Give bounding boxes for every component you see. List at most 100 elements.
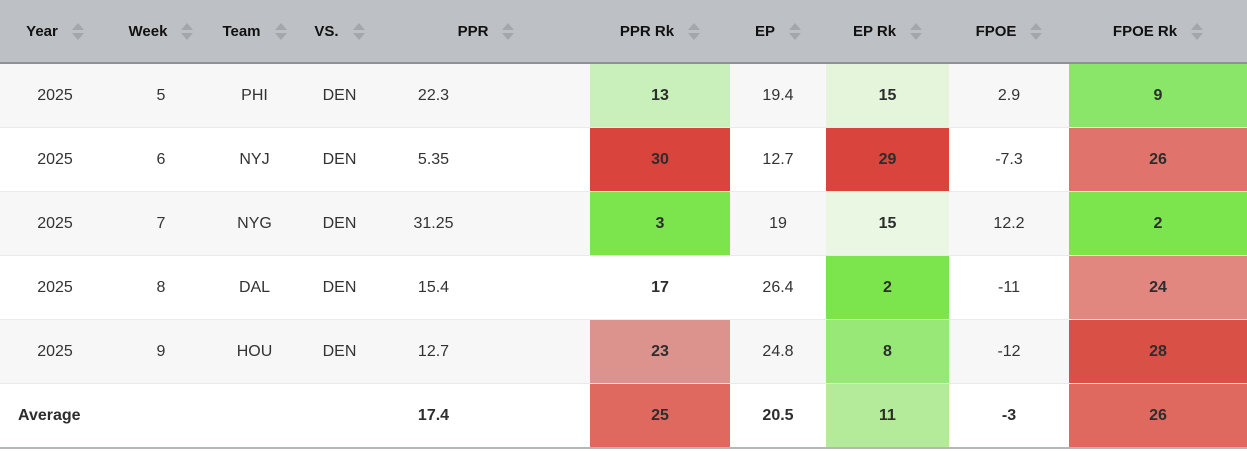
cell-week: 6: [110, 128, 212, 192]
cell-team: DAL: [212, 256, 297, 320]
column-label: FPOE Rk: [1112, 22, 1178, 40]
cell-vs: [297, 384, 382, 449]
sort-arrows-icon: [910, 22, 923, 40]
column-header-year[interactable]: Year: [0, 0, 110, 64]
column-header-content: FPOE: [976, 22, 1043, 40]
cell-week: [110, 384, 212, 449]
column-label: Team: [222, 22, 261, 40]
cell-ppr: 17.4: [382, 384, 590, 449]
cell-ppr: 22.3: [382, 64, 590, 128]
sort-asc-icon: [71, 22, 84, 30]
table-row: 2025 8 DAL DEN 15.4 17 26.4 2 -11 24: [0, 256, 1247, 320]
column-label: Week: [128, 22, 168, 40]
cell-vs: DEN: [297, 192, 382, 256]
cell-year: 2025: [0, 192, 110, 256]
column-header-fpoe[interactable]: FPOE: [949, 0, 1069, 64]
cell-fpoe: -7.3: [949, 128, 1069, 192]
column-header-ppr_rk[interactable]: PPR Rk: [590, 0, 730, 64]
cell-ppr_rk: 3: [590, 192, 730, 256]
sort-arrows-icon: [1030, 22, 1043, 40]
column-label: VS.: [314, 22, 339, 40]
column-header-week[interactable]: Week: [110, 0, 212, 64]
cell-ppr_rk: 23: [590, 320, 730, 384]
column-label: PPR: [457, 22, 489, 40]
column-header-content: PPR: [457, 22, 515, 40]
cell-fpoe: -11: [949, 256, 1069, 320]
column-header-content: VS.: [314, 22, 365, 40]
cell-vs: DEN: [297, 64, 382, 128]
cell-week: 9: [110, 320, 212, 384]
cell-ppr_rk: 17: [590, 256, 730, 320]
sort-desc-icon: [181, 32, 194, 40]
average-row: Average 17.4 25 20.5 11 -3 26: [0, 384, 1247, 449]
cell-ep_rk: 15: [826, 64, 949, 128]
column-header-vs[interactable]: VS.: [297, 0, 382, 64]
cell-year: 2025: [0, 320, 110, 384]
cell-fpoe_rk: 26: [1069, 128, 1247, 192]
sort-desc-icon: [502, 32, 515, 40]
cell-fpoe: -12: [949, 320, 1069, 384]
sort-arrows-icon: [1191, 22, 1204, 40]
cell-year: 2025: [0, 256, 110, 320]
cell-ep: 24.8: [730, 320, 826, 384]
cell-team: HOU: [212, 320, 297, 384]
cell-ep: 19: [730, 192, 826, 256]
cell-ppr_rk: 30: [590, 128, 730, 192]
cell-fpoe_rk: 9: [1069, 64, 1247, 128]
column-header-content: Team: [222, 22, 287, 40]
sort-desc-icon: [789, 32, 801, 40]
sort-desc-icon: [1191, 32, 1204, 40]
sort-asc-icon: [352, 22, 365, 30]
cell-week: 5: [110, 64, 212, 128]
cell-team: PHI: [212, 64, 297, 128]
cell-ep: 19.4: [730, 64, 826, 128]
cell-year: Average: [0, 384, 110, 449]
cell-vs: DEN: [297, 128, 382, 192]
sort-desc-icon: [352, 32, 365, 40]
column-header-content: Year: [26, 22, 84, 40]
sort-arrows-icon: [688, 22, 701, 40]
cell-ppr: 15.4: [382, 256, 590, 320]
sort-arrows-icon: [181, 22, 194, 40]
column-header-content: Week: [128, 22, 194, 40]
cell-week: 8: [110, 256, 212, 320]
column-header-fpoe_rk[interactable]: FPOE Rk: [1069, 0, 1247, 64]
sort-asc-icon: [688, 22, 701, 30]
sort-asc-icon: [502, 22, 515, 30]
cell-ppr: 5.35: [382, 128, 590, 192]
sort-asc-icon: [910, 22, 923, 30]
column-header-ep[interactable]: EP: [730, 0, 826, 64]
cell-fpoe: 2.9: [949, 64, 1069, 128]
cell-ep: 26.4: [730, 256, 826, 320]
sort-desc-icon: [688, 32, 701, 40]
cell-week: 7: [110, 192, 212, 256]
sort-arrows-icon: [274, 22, 287, 40]
table-row: 2025 9 HOU DEN 12.7 23 24.8 8 -12 28: [0, 320, 1247, 384]
sort-desc-icon: [274, 32, 287, 40]
table-row: 2025 5 PHI DEN 22.3 13 19.4 15 2.9 9: [0, 64, 1247, 128]
cell-vs: DEN: [297, 256, 382, 320]
column-label: PPR Rk: [619, 22, 675, 40]
sort-arrows-icon: [502, 22, 515, 40]
sort-asc-icon: [1030, 22, 1043, 30]
cell-fpoe: 12.2: [949, 192, 1069, 256]
sort-arrows-icon: [789, 22, 801, 40]
cell-ep_rk: 29: [826, 128, 949, 192]
cell-fpoe: -3: [949, 384, 1069, 449]
cell-team: NYG: [212, 192, 297, 256]
cell-year: 2025: [0, 128, 110, 192]
column-header-ep_rk[interactable]: EP Rk: [826, 0, 949, 64]
table-header-row: Year Week Team VS. PPR PPR Rk EP EP Rk FPOE FPOE …: [0, 0, 1247, 64]
table-body: 2025 5 PHI DEN 22.3 13 19.4 15 2.9 9 2025 6 NYJ DEN 5.…: [0, 64, 1247, 449]
column-header-content: FPOE Rk: [1112, 22, 1204, 40]
column-header-team[interactable]: Team: [212, 0, 297, 64]
cell-ppr_rk: 13: [590, 64, 730, 128]
cell-ep_rk: 11: [826, 384, 949, 449]
column-header-content: PPR Rk: [619, 22, 701, 40]
sort-desc-icon: [71, 32, 84, 40]
column-label: EP Rk: [852, 22, 897, 40]
column-header-ppr[interactable]: PPR: [382, 0, 590, 64]
sort-arrows-icon: [352, 22, 365, 40]
cell-ep: 20.5: [730, 384, 826, 449]
